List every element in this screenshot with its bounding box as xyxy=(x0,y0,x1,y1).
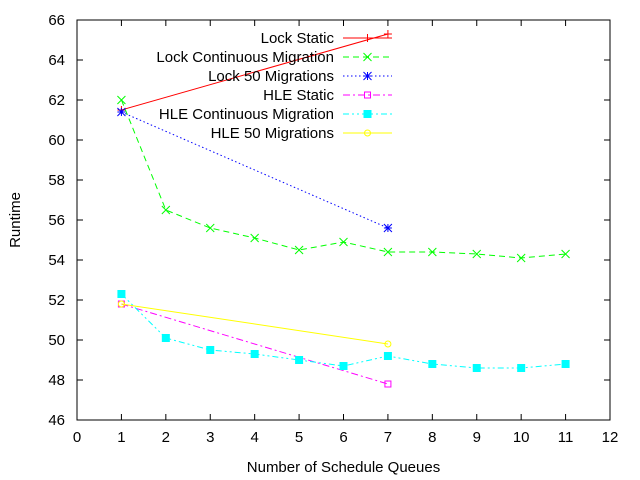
series-line xyxy=(121,303,388,345)
y-axis-label: Runtime xyxy=(7,192,24,248)
data-point xyxy=(561,249,570,259)
data-point xyxy=(117,107,126,117)
data-point xyxy=(339,237,348,247)
data-point xyxy=(427,247,437,257)
series-3 xyxy=(117,107,393,233)
legend-swatch-marker xyxy=(364,91,371,99)
legend-label: HLE Static xyxy=(263,87,334,104)
y-tick-label: 66 xyxy=(48,12,65,29)
y-tick-label: 56 xyxy=(48,212,65,229)
x-tick-label: 0 xyxy=(73,429,81,446)
data-point xyxy=(383,352,392,360)
data-point xyxy=(383,30,392,38)
series-2 xyxy=(117,95,570,263)
x-axis-label: Number of Schedule Queues xyxy=(247,459,440,476)
series-layer xyxy=(117,30,570,388)
data-point xyxy=(117,300,125,308)
series-line xyxy=(121,111,389,229)
x-tick-label: 4 xyxy=(250,429,258,446)
legend-label: HLE Continuous Migration xyxy=(159,106,334,123)
x-tick-label: 2 xyxy=(162,429,170,446)
data-point xyxy=(117,290,126,298)
x-tick-label: 3 xyxy=(206,429,214,446)
data-point xyxy=(250,233,260,243)
x-tick-label: 12 xyxy=(602,429,619,446)
x-tick-label: 8 xyxy=(428,429,436,446)
data-point xyxy=(383,223,393,233)
data-point xyxy=(117,95,126,105)
plot-frame xyxy=(76,19,611,421)
legend-item: Lock Continuous Migration xyxy=(156,49,392,66)
data-point xyxy=(205,223,215,233)
legend-item: Lock Static xyxy=(261,30,392,47)
y-tick-label: 54 xyxy=(48,252,65,269)
series-4 xyxy=(117,300,392,388)
legend-item: HLE 50 Migrations xyxy=(211,125,392,142)
legend-item: HLE Static xyxy=(263,87,392,104)
data-point xyxy=(472,364,481,372)
series-6 xyxy=(117,300,392,348)
y-tick-label: 50 xyxy=(48,332,65,349)
series-line xyxy=(121,33,389,111)
legend-label: Lock Static xyxy=(261,30,335,47)
y-tick-label: 52 xyxy=(48,292,65,309)
legend-swatch-marker xyxy=(363,34,372,42)
series-line xyxy=(121,303,389,385)
x-tick-label: 11 xyxy=(558,429,574,446)
y-tick-label: 58 xyxy=(48,172,65,189)
series-line xyxy=(120,99,566,259)
data-point xyxy=(250,350,259,358)
x-tick-label: 6 xyxy=(339,429,347,446)
x-tick-label: 9 xyxy=(473,429,481,446)
legend-swatch-marker xyxy=(364,129,371,137)
series-5 xyxy=(117,290,570,372)
y-tick-label: 62 xyxy=(48,92,65,109)
legend-label: Lock 50 Migrations xyxy=(208,68,334,85)
y-tick-label: 46 xyxy=(48,412,65,429)
y-tick-label: 48 xyxy=(48,372,65,389)
legend-label: HLE 50 Migrations xyxy=(211,125,334,142)
data-point xyxy=(161,205,171,215)
legend-swatch-marker xyxy=(363,52,372,62)
data-point xyxy=(384,380,392,388)
data-point xyxy=(472,249,482,259)
y-tick-label: 64 xyxy=(48,52,65,69)
x-tick-label: 1 xyxy=(117,429,125,446)
data-point xyxy=(561,360,570,368)
legend-swatch-marker xyxy=(363,71,372,81)
x-tick-label: 10 xyxy=(513,429,530,446)
legend-label: Lock Continuous Migration xyxy=(156,49,334,66)
data-point xyxy=(295,356,304,364)
data-point xyxy=(206,346,215,354)
legend-item: HLE Continuous Migration xyxy=(159,106,392,123)
x-axis-ticks: 0 1 2 3 4 5 6 7 8 9 10 11 12 xyxy=(73,20,619,446)
x-tick-label: 5 xyxy=(295,429,303,446)
data-point xyxy=(294,245,304,255)
series-line xyxy=(121,293,566,369)
x-tick-label: 7 xyxy=(384,429,392,446)
data-point xyxy=(339,362,348,370)
data-point xyxy=(517,364,526,372)
y-tick-label: 60 xyxy=(48,132,65,149)
legend-item: Lock 50 Migrations xyxy=(208,68,392,85)
data-point xyxy=(383,247,393,257)
data-point xyxy=(428,360,437,368)
data-point xyxy=(516,253,526,263)
legend: Lock Static Lock Continuous Migration Lock… xyxy=(156,30,392,142)
y-axis-ticks: 46 48 50 52 54 56 58 60 62 64 66 xyxy=(48,12,610,429)
legend-swatch-marker xyxy=(363,110,372,118)
data-point xyxy=(161,334,170,342)
data-point xyxy=(384,340,392,348)
